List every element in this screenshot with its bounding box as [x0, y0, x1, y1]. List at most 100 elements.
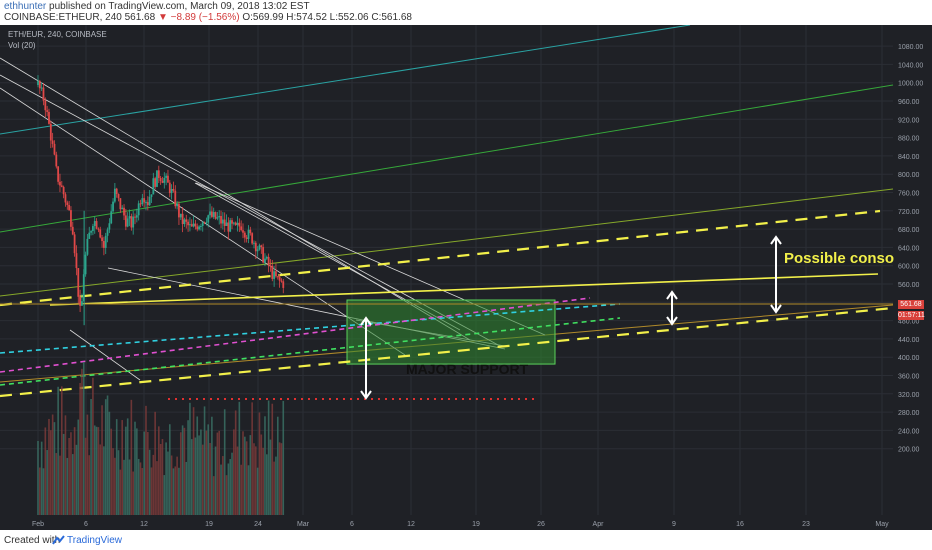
y-tick-label: 720.00 — [898, 209, 920, 216]
candle-body — [165, 175, 168, 178]
volume-bar — [101, 405, 103, 515]
volume-bar — [269, 439, 272, 515]
y-tick-label: 560.00 — [898, 282, 920, 289]
candle-body — [218, 216, 221, 218]
volume-bar — [200, 429, 202, 515]
candle-body — [271, 265, 274, 279]
y-tick-label: 240.00 — [898, 428, 920, 435]
candle-body — [146, 202, 149, 206]
last-price-tag: 561.68 — [898, 300, 924, 309]
candle-body — [231, 220, 233, 224]
candle-body — [40, 87, 43, 89]
volume-bar — [93, 425, 96, 515]
candle-body — [238, 222, 241, 227]
x-tick-label: 16 — [736, 521, 744, 528]
candle-body — [93, 221, 96, 227]
candle-body — [187, 221, 189, 226]
yellow-dashed-upper — [0, 209, 881, 307]
price-chart-svg[interactable]: 200.00 240.00 280.00 320.00 360.00 400.00 440.… — [0, 25, 932, 530]
x-tick-label: Mar — [297, 521, 310, 528]
volume-bar — [170, 455, 173, 515]
volume-bar — [128, 459, 131, 515]
volume-bar — [262, 447, 264, 515]
volume-bar — [280, 443, 283, 515]
support-zone — [346, 299, 556, 365]
candle-body — [253, 242, 255, 244]
footer: Created with TradingView — [0, 531, 932, 550]
volume-bar — [207, 424, 210, 515]
symbol-legend: ETH/EUR, 240, COINBASE — [8, 30, 107, 39]
volume-bar — [92, 377, 94, 515]
x-tick-label: 19 — [205, 521, 213, 528]
volume-bar — [125, 426, 127, 515]
candle-body — [97, 228, 100, 230]
candle-body — [196, 226, 199, 230]
candle-body — [59, 181, 61, 186]
price-change: ▼ −8.89 (−1.56%) — [157, 12, 240, 23]
candle-body — [183, 219, 186, 225]
candle-body — [245, 237, 248, 239]
candle-body — [170, 189, 173, 194]
candle-body — [68, 204, 71, 211]
volume-bar — [189, 402, 191, 515]
volume-bar — [255, 446, 257, 515]
candle-body — [168, 182, 171, 194]
volume-bar — [265, 454, 268, 515]
volume-bar — [68, 437, 70, 515]
y-tick-label: 1000.00 — [898, 81, 923, 88]
volume-bar — [260, 434, 263, 515]
volume-bar — [168, 424, 171, 515]
volume-bar — [256, 467, 259, 515]
volume-bar — [90, 399, 92, 515]
volume-bar — [242, 431, 244, 515]
volume-bar — [84, 437, 87, 515]
candle-body — [88, 232, 91, 239]
candle-body — [81, 301, 83, 306]
volume-bar — [37, 440, 39, 515]
volume-bar — [55, 453, 58, 515]
volume-bar — [234, 410, 237, 515]
candle-body — [135, 215, 138, 218]
candle-body — [104, 235, 107, 248]
candle-body — [64, 194, 67, 203]
candle-body — [156, 170, 158, 187]
y-tick-label: 880.00 — [898, 136, 920, 143]
candle-body — [119, 198, 122, 210]
volume-bar — [141, 468, 144, 515]
candle-body — [42, 87, 45, 101]
candle-body — [157, 170, 160, 178]
candle-body — [66, 202, 69, 205]
chart-area[interactable]: 200.00 240.00 280.00 320.00 360.00 400.00 440.… — [0, 25, 932, 530]
y-tick-label: 320.00 — [898, 392, 920, 399]
y-tick-label: 360.00 — [898, 374, 920, 381]
candle-body — [273, 271, 276, 279]
volume-bar — [278, 442, 281, 515]
volume-bar — [150, 467, 153, 515]
yellow-solid-line — [49, 273, 879, 306]
volume-bar — [214, 446, 217, 515]
author-link[interactable]: ethhunter — [4, 1, 47, 12]
candle-body — [51, 140, 54, 144]
y-tick-label: 400.00 — [898, 355, 920, 362]
conso-arrow-head — [770, 304, 782, 314]
candle-body — [232, 222, 235, 224]
candle-body — [278, 276, 281, 281]
candle-body — [207, 215, 210, 223]
candle-body — [95, 221, 98, 229]
candle-body — [275, 271, 277, 277]
candle-body — [75, 253, 78, 269]
candle-body — [121, 207, 124, 210]
possible-conso-label: Possible conso — [784, 250, 895, 267]
candle-body — [137, 203, 140, 216]
volume-bar — [48, 418, 50, 515]
volume-bar — [192, 407, 195, 515]
volume-bar — [86, 414, 89, 515]
candle-body — [148, 196, 151, 206]
y-tick-label: 640.00 — [898, 245, 920, 252]
candle-body — [84, 254, 87, 275]
candle-body — [154, 178, 157, 187]
volume-bar — [251, 402, 253, 515]
volume-bar — [154, 411, 156, 515]
tradingview-brand-link[interactable]: TradingView — [67, 535, 123, 546]
dashed-green-line — [0, 317, 621, 386]
